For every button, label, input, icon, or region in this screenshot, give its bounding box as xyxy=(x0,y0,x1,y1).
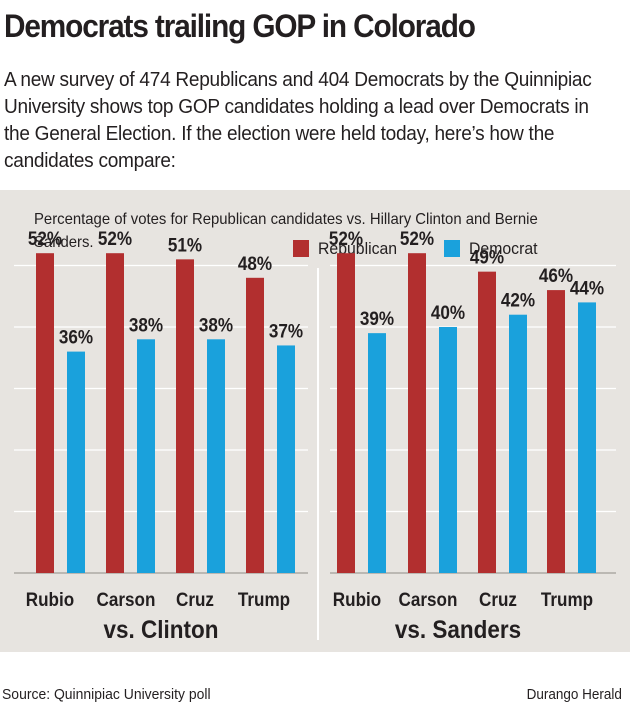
value-label-rubio-republican-2: 52% xyxy=(329,228,363,249)
bar-vsclinton-cruz-democrat xyxy=(207,339,225,573)
bar-vssanders-carson-democrat xyxy=(439,327,457,573)
credit-note: Durango Herald xyxy=(526,686,622,703)
bar-vssanders-carson-republican xyxy=(408,253,426,573)
bar-vsclinton-carson-democrat xyxy=(137,339,155,573)
value-label-trump-republican-1: 48% xyxy=(238,253,272,274)
value-label-rubio-democrat-2: 39% xyxy=(360,308,394,329)
value-label-trump-democrat-1: 37% xyxy=(269,321,303,342)
legend-swatch-democrat xyxy=(444,240,460,257)
category-label-carson-2: Carson xyxy=(399,589,458,610)
category-label-rubio-2: Rubio xyxy=(333,589,381,610)
category-label-cruz-1: Cruz xyxy=(176,589,214,610)
bar-vsclinton-rubio-republican xyxy=(36,253,54,573)
bar-vsclinton-trump-republican xyxy=(246,277,264,573)
category-label-trump-2: Trump xyxy=(541,589,593,610)
bar-vssanders-rubio-republican xyxy=(337,253,355,573)
category-label-rubio-1: Rubio xyxy=(26,589,74,610)
bar-vsclinton-cruz-republican xyxy=(176,259,194,573)
intro-text: A new survey of 474 Republicans and 404 … xyxy=(4,68,592,172)
bar-vsclinton-rubio-democrat xyxy=(67,351,85,573)
panel-label-1: vs. Clinton xyxy=(104,616,219,644)
value-label-cruz-republican-2: 49% xyxy=(470,247,504,268)
chart-title: Democrats trailing GOP in Colorado xyxy=(4,8,476,44)
value-label-carson-republican-1: 52% xyxy=(98,228,132,249)
value-label-cruz-democrat-2: 42% xyxy=(501,290,535,311)
category-label-cruz-2: Cruz xyxy=(479,589,517,610)
category-label-carson-1: Carson xyxy=(97,589,156,610)
panel-label-2: vs. Sanders xyxy=(395,616,521,644)
value-label-cruz-democrat-1: 38% xyxy=(199,314,233,335)
chart-subtitle: Percentage of votes for Republican candi… xyxy=(34,211,538,251)
bar-vsclinton-carson-republican xyxy=(106,253,124,573)
bar-vssanders-cruz-republican xyxy=(478,271,496,573)
source-note: Source: Quinnipiac University poll xyxy=(2,686,211,703)
value-label-carson-republican-2: 52% xyxy=(400,228,434,249)
value-label-trump-republican-2: 46% xyxy=(539,265,573,286)
category-label-trump-1: Trump xyxy=(238,589,290,610)
value-label-rubio-republican-1: 52% xyxy=(28,228,62,249)
bar-vssanders-trump-democrat xyxy=(578,302,596,573)
bar-vssanders-cruz-democrat xyxy=(509,314,527,573)
value-label-cruz-republican-1: 51% xyxy=(168,235,202,256)
legend-swatch-republican xyxy=(293,240,309,257)
value-label-rubio-democrat-1: 36% xyxy=(59,327,93,348)
bar-vssanders-rubio-democrat xyxy=(368,333,386,573)
bar-vsclinton-trump-democrat xyxy=(277,345,295,573)
value-label-carson-democrat-1: 38% xyxy=(129,314,163,335)
value-label-trump-democrat-2: 44% xyxy=(570,278,604,299)
legend-label-democrat: Democrat xyxy=(469,239,538,258)
bar-vssanders-trump-republican xyxy=(547,290,565,573)
value-label-carson-democrat-2: 40% xyxy=(431,302,465,323)
